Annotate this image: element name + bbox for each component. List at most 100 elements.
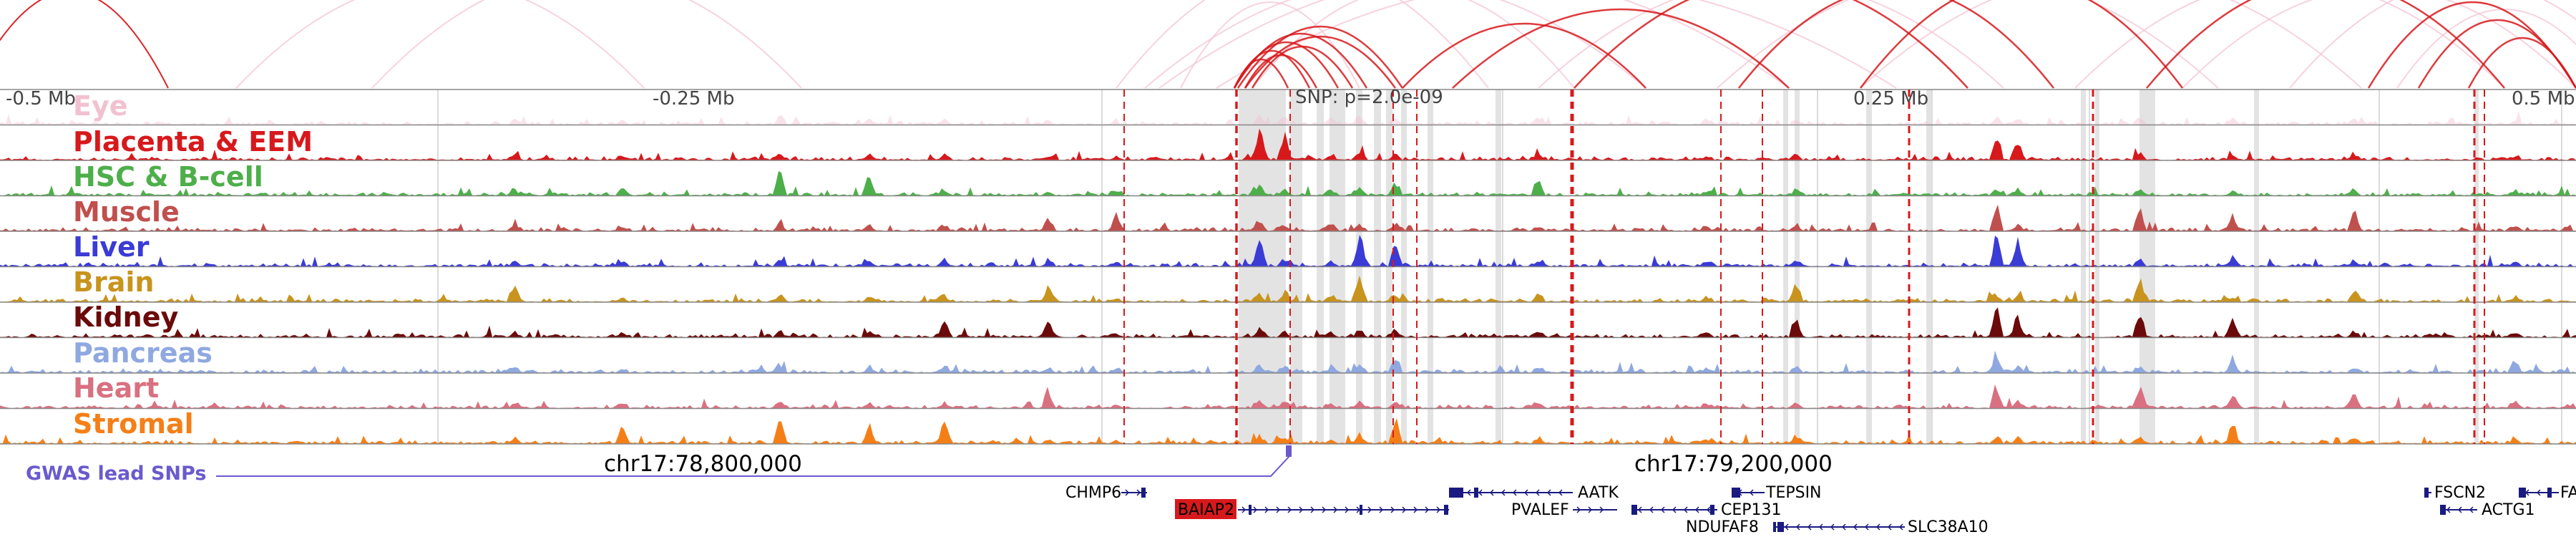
gene-direction-arrow — [1749, 489, 1754, 496]
scale-label-minus-0-25mb: -0.25 Mb — [653, 88, 734, 110]
gene-direction-arrow — [1535, 489, 1540, 496]
gene-direction-arrow — [1660, 506, 1665, 513]
gene-label-pvalef: PVALEF — [1511, 501, 1569, 519]
gene-label-baiap2: BAIAP2 — [1178, 501, 1234, 519]
track-signal — [0, 275, 2576, 302]
interaction-arc — [2289, 0, 2576, 89]
track-label-hsc: HSC & B-cell — [73, 161, 263, 193]
gene-label-actg1: ACTG1 — [2482, 501, 2535, 519]
gene-label-fscn2: FSCN2 — [2434, 484, 2486, 502]
gene-model — [2424, 488, 2431, 498]
gene-model — [1121, 488, 1147, 498]
track-signal — [0, 307, 2576, 337]
gene-exon — [1141, 488, 1146, 498]
interaction-arcs — [0, 0, 2576, 89]
signal-tracks — [0, 89, 2576, 445]
gene-direction-arrow — [1425, 506, 1430, 513]
gene-direction-arrow — [1706, 506, 1711, 513]
gene-exon — [1474, 488, 1478, 498]
gene-direction-arrow — [1599, 506, 1604, 513]
gene-direction-arrow — [1322, 506, 1327, 513]
gene-direction-arrow — [1875, 523, 1880, 531]
gene-direction-arrow — [1402, 506, 1407, 513]
gene-model — [1631, 505, 1717, 515]
gene-direction-arrow — [1784, 523, 1789, 531]
gene-direction-arrow — [1501, 489, 1506, 496]
gene-exon — [2519, 488, 2526, 498]
gene-exon — [1710, 505, 1714, 515]
gene-direction-arrow — [1841, 523, 1846, 531]
interaction-arc — [235, 0, 645, 89]
gene-direction-arrow — [1853, 523, 1858, 531]
track-signal — [0, 235, 2576, 266]
gene-model — [2440, 505, 2477, 515]
track-stromal — [0, 407, 2576, 444]
scale-label-0-5mb: 0.5 Mb — [2512, 88, 2575, 110]
coordinate-label-right: chr17:79,200,000 — [1634, 451, 1833, 477]
snp-label: SNP: p=2.0e-09 — [1295, 87, 1443, 108]
track-label-kidney: Kidney — [73, 301, 178, 333]
gene-exon — [1449, 488, 1463, 498]
gene-model — [1573, 506, 1617, 513]
interaction-arc — [1216, 0, 1897, 89]
gene-exon — [1360, 505, 1362, 515]
interaction-arc — [371, 0, 802, 89]
track-label-eye: Eye — [73, 90, 128, 122]
gene-direction-arrow — [1489, 489, 1494, 496]
gene-exon — [1778, 522, 1784, 532]
gene-direction-arrow — [1253, 506, 1258, 513]
interaction-arc — [2074, 0, 2505, 89]
gene-label-slc38a10: SLC38A10 — [1908, 518, 1989, 536]
interaction-arc — [2146, 0, 2505, 89]
gene-label-aatk: AATK — [1578, 484, 1619, 502]
gene-direction-arrow — [1558, 489, 1563, 496]
track-signal — [0, 128, 2576, 160]
gene-direction-arrow — [1672, 506, 1677, 513]
gene-direction-arrow — [2536, 489, 2541, 496]
gene-model — [1732, 488, 1765, 498]
gene-direction-arrow — [1478, 489, 1483, 496]
track-kidney — [0, 301, 2576, 337]
interaction-arc — [1158, 0, 1790, 89]
interaction-arc — [1236, 25, 1404, 89]
track-liver — [0, 231, 2576, 266]
gene-direction-arrow — [1264, 506, 1269, 513]
gene-direction-arrow — [1807, 523, 1812, 531]
track-signal — [0, 110, 2576, 125]
track-signal — [0, 170, 2576, 195]
interaction-arc — [2467, 37, 2576, 89]
gene-direction-arrow — [1523, 489, 1528, 496]
gene-label-tepsin: TEPSIN — [1765, 484, 1822, 502]
gene-exon — [2547, 488, 2552, 498]
gene-direction-arrow — [1241, 506, 1246, 513]
track-hsc — [0, 160, 2576, 195]
interaction-arc — [1252, 0, 1575, 89]
interaction-arc — [1738, 0, 2054, 89]
gene-exon — [1444, 505, 1448, 515]
gene-direction-arrow — [1588, 506, 1593, 513]
gene-annotation-track: CHMP6 AATK TEPSIN FSCN2 FA BAIAP2 PVALEF… — [1065, 484, 2576, 536]
track-brain — [0, 266, 2576, 302]
gene-direction-arrow — [1345, 506, 1350, 513]
gene-exon — [1631, 505, 1637, 515]
gene-direction-arrow — [1390, 506, 1395, 513]
scale-label-minus-0-5mb: -0.5 Mb — [6, 88, 76, 110]
scale-label-0-25mb: 0.25 Mb — [1853, 88, 1928, 110]
track-label-pancreas: Pancreas — [73, 337, 213, 369]
interaction-arc — [1402, 22, 1646, 89]
interaction-arc — [2182, 0, 2576, 89]
track-heart — [0, 372, 2576, 408]
track-label-liver: Liver — [73, 231, 150, 263]
track-eye — [0, 89, 2576, 125]
gene-direction-arrow — [1436, 506, 1441, 513]
interaction-arc — [1452, 8, 1790, 89]
track-signal — [0, 384, 2576, 408]
gene-direction-arrow — [2457, 506, 2462, 513]
gene-direction-arrow — [1413, 506, 1418, 513]
gwas-label: GWAS lead SNPs — [26, 463, 206, 485]
gene-label-cep131: CEP131 — [1721, 501, 1782, 519]
gene-exon — [2424, 488, 2429, 498]
gene-exon — [2440, 505, 2446, 515]
interaction-arc — [2396, 9, 2576, 89]
gene-direction-arrow — [1512, 489, 1517, 496]
